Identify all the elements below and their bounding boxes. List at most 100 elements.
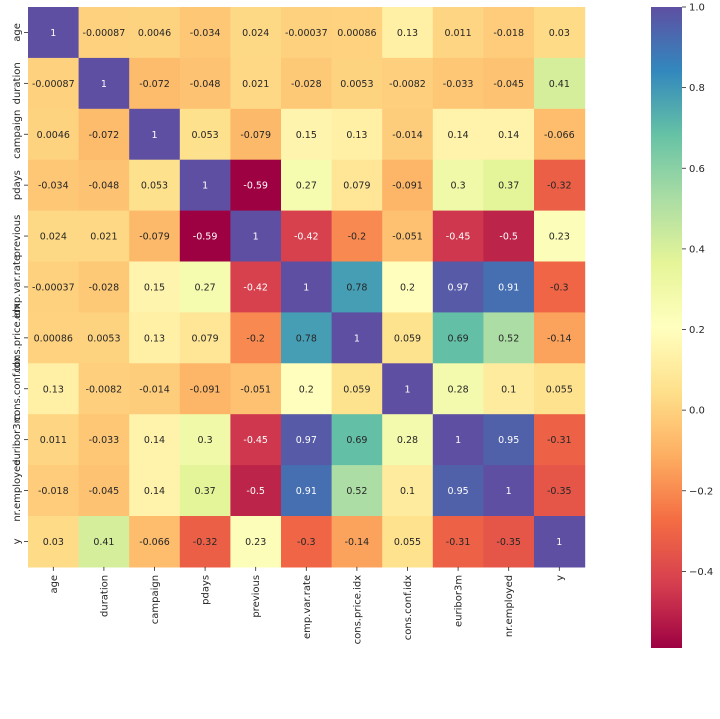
colorbar-tick-label: 0.8 [689, 83, 705, 94]
cell-value-label: -0.32 [547, 181, 572, 192]
cell-value-label: 0.059 [394, 333, 421, 344]
heatmap-cell [483, 363, 535, 415]
heatmap-cell [382, 516, 434, 568]
colorbar-tick-label: −0.2 [689, 486, 713, 497]
heatmap-cell [129, 312, 181, 364]
heatmap-cell [129, 465, 181, 517]
heatmap-cell [483, 108, 535, 161]
cell-value-label: 0.3 [198, 435, 213, 446]
heatmap-cell [28, 57, 80, 110]
heatmap-cell [483, 465, 535, 517]
x-tick-label: euribor3m [454, 575, 465, 627]
cell-value-label: -0.2 [246, 333, 265, 344]
cell-value-label: 0.23 [549, 232, 570, 243]
cell-value-label: 0.011 [444, 28, 471, 39]
heatmap-cell [331, 210, 383, 263]
heatmap-cell [78, 7, 130, 59]
heatmap-cell [432, 465, 484, 517]
heatmap-cell [382, 159, 434, 212]
cell-value-label: -0.033 [443, 79, 474, 90]
x-tick-label: nr.employed [504, 575, 515, 637]
cell-value-label: 0.69 [346, 435, 367, 446]
heatmap-cell [281, 159, 333, 212]
heatmap-cell [432, 363, 484, 415]
cell-value-label: 0.78 [296, 333, 317, 344]
cell-value-label: 1 [303, 282, 309, 293]
heatmap-cell [483, 516, 535, 568]
heatmap-cell [129, 108, 181, 161]
cell-value-label: 0.27 [296, 181, 317, 192]
cell-value-label: 0.03 [549, 28, 570, 39]
cell-value-label: -0.14 [547, 333, 572, 344]
cell-value-label: -0.072 [89, 130, 120, 141]
cell-value-label: 0.28 [448, 384, 469, 395]
heatmap-cell [483, 210, 535, 263]
heatmap-cell [78, 516, 130, 568]
heatmap-cell [382, 57, 434, 110]
cell-value-label: 0.00086 [34, 333, 73, 344]
cell-value-label: 1 [202, 181, 208, 192]
cell-value-label: 0.14 [144, 486, 165, 497]
x-tick-label: emp.var.rate [302, 575, 313, 639]
heatmap-cell [483, 57, 535, 110]
cell-value-label: -0.048 [190, 79, 221, 90]
cell-value-label: -0.45 [446, 232, 471, 243]
colorbar-tick-label: 0.0 [689, 406, 705, 417]
cell-value-label: 0.37 [195, 486, 216, 497]
cell-value-label: 0.97 [296, 435, 317, 446]
heatmap-cell [382, 465, 434, 517]
y-tick-label: campaign [12, 110, 23, 159]
cell-value-label: 1 [354, 333, 360, 344]
cell-value-label: 0.079 [343, 181, 370, 192]
cell-value-label: 0.0046 [138, 28, 171, 39]
heatmap-cell [432, 312, 484, 364]
heatmap-cell [179, 516, 231, 568]
heatmap-cell [382, 261, 434, 313]
heatmap-cell [78, 465, 130, 517]
cell-value-label: 0.03 [43, 537, 64, 548]
cell-value-label: -0.028 [89, 282, 120, 293]
heatmap-cell [28, 465, 80, 517]
heatmap-cell [129, 363, 181, 415]
cell-value-label: -0.14 [345, 537, 370, 548]
heatmap-cell [28, 7, 80, 59]
cell-value-label: 0.37 [498, 181, 519, 192]
cell-value-label: 0.69 [448, 333, 469, 344]
heatmap-cell [432, 7, 484, 59]
heatmap-cell [432, 414, 484, 466]
heatmap-cell [331, 363, 383, 415]
cell-value-label: 0.41 [549, 79, 570, 90]
cell-value-label: 0.0053 [87, 333, 120, 344]
heatmap-cell [28, 159, 80, 212]
heatmap-cell [281, 57, 333, 110]
heatmap-cell [331, 57, 383, 110]
y-tick-label: emp.var.rate [12, 255, 23, 319]
heatmap-cell [230, 516, 282, 568]
heatmap-cell [129, 261, 181, 313]
heatmap-cell [331, 465, 383, 517]
y-tick-label: duration [12, 62, 23, 104]
cell-value-label: 0.97 [448, 282, 469, 293]
heatmap-cell [179, 465, 231, 517]
heatmap-cell [230, 465, 282, 517]
heatmap-cell [281, 363, 333, 415]
cell-value-label: 1 [50, 28, 56, 39]
cell-value-label: -0.0082 [389, 79, 426, 90]
cell-value-label: 1 [506, 486, 512, 497]
cell-value-label: -0.45 [243, 435, 268, 446]
heatmap-cell [534, 108, 586, 161]
heatmap-cell [78, 108, 130, 161]
x-tick-label: age [49, 575, 60, 594]
x-tick-label: y [555, 575, 566, 581]
heatmap-cell [129, 7, 181, 59]
heatmap-cell [483, 312, 535, 364]
heatmap-cell [382, 414, 434, 466]
heatmap-cell [179, 414, 231, 466]
heatmap-cell [281, 108, 333, 161]
heatmap-cell [432, 516, 484, 568]
heatmap-cell [129, 516, 181, 568]
heatmap-cell [78, 363, 130, 415]
heatmap-cell [432, 108, 484, 161]
